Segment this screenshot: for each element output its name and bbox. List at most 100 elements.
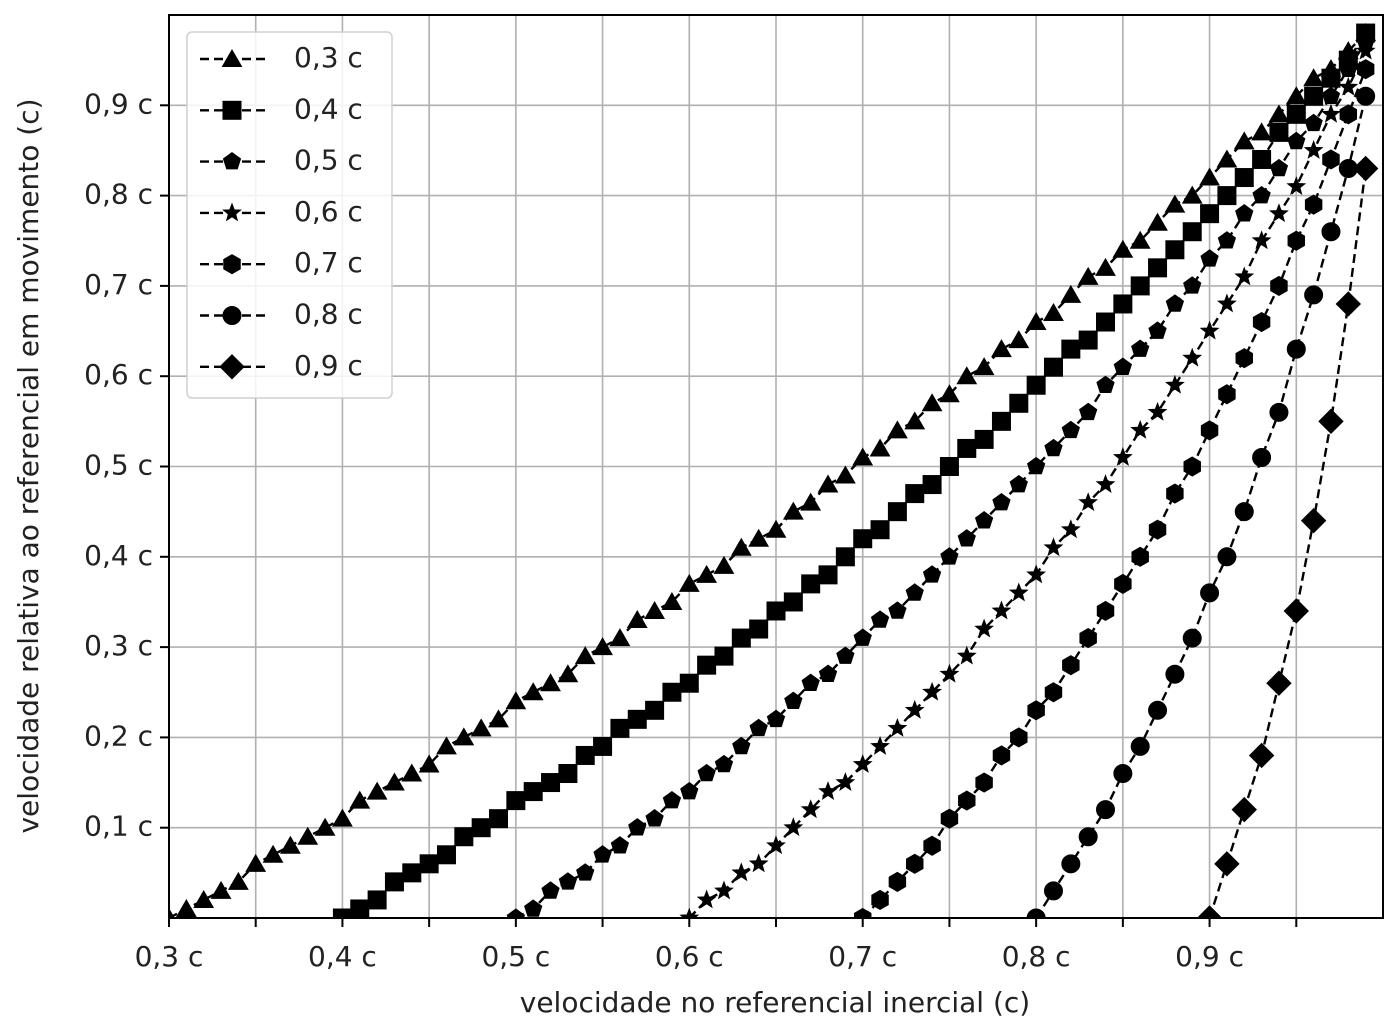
marker [1079,627,1097,649]
marker [1027,700,1045,721]
marker [1234,502,1254,522]
marker [904,411,926,430]
marker [1009,393,1029,413]
marker [696,889,717,909]
marker [714,880,734,900]
y-tick-label: 0,8 c [84,178,153,211]
marker [221,49,243,67]
marker [766,709,786,728]
marker [1026,456,1046,475]
marker [1304,86,1324,106]
x-tick-label: 0,8 c [1002,940,1071,973]
marker [870,610,890,628]
marker [1183,276,1202,294]
marker [454,827,474,847]
marker [800,799,821,819]
y-tick-label: 0,7 c [84,268,153,301]
marker [1182,628,1202,648]
marker [1300,507,1327,534]
marker [679,673,699,693]
marker [1199,320,1220,340]
marker [1304,113,1323,132]
marker [904,699,925,719]
marker [869,438,891,457]
marker [1026,908,1046,918]
marker [887,420,908,439]
marker [436,736,457,755]
marker [1148,700,1168,720]
marker [853,529,873,549]
marker [222,202,242,222]
marker [1043,537,1064,557]
marker [1355,40,1376,60]
marker [1061,339,1081,359]
marker [1200,420,1219,441]
marker [1214,851,1240,877]
marker [557,664,579,683]
marker [1026,564,1047,584]
marker [523,782,543,802]
marker [922,681,943,701]
marker [576,863,595,881]
marker [766,601,786,621]
x-tick-label: 0,3 c [135,940,204,973]
x-axis-label: velocidade no referencial inercial (c) [520,986,1030,1019]
marker [1287,131,1306,150]
marker [1166,483,1184,504]
marker [939,457,959,476]
marker [974,511,994,529]
marker [558,764,578,784]
marker [402,863,422,883]
marker [1321,86,1341,105]
marker [1061,420,1080,439]
marker [1286,104,1306,124]
legend-label: 0,8 c [294,298,363,331]
marker [871,889,889,911]
marker [1147,401,1168,421]
marker [991,411,1011,431]
marker [488,709,509,728]
marker [1182,347,1203,367]
marker [940,547,959,565]
marker [645,809,664,827]
marker [818,565,838,585]
marker [835,772,856,791]
marker [453,727,475,746]
plot-area [169,23,1379,918]
legend: 0,3 c 0,4 c 0,5 c 0,6 c 0,7 c 0,8 c 0,9 c [186,31,393,399]
marker [1216,293,1237,313]
legend-label: 0,5 c [294,144,363,177]
marker [1251,230,1272,250]
x-tick-label: 0,7 c [828,940,897,973]
marker [1266,670,1292,696]
marker [262,844,284,863]
marker [782,501,804,520]
marker [801,673,820,691]
marker [1148,321,1167,339]
marker [697,763,716,782]
marker [1303,68,1325,87]
marker [1079,402,1098,421]
marker [1352,155,1379,182]
marker [1322,149,1340,170]
marker [1252,185,1271,204]
marker [1164,194,1186,213]
marker [801,574,821,594]
marker [593,845,612,863]
marker [991,600,1012,620]
marker [1148,519,1167,540]
marker [1009,474,1028,493]
marker [1233,131,1255,150]
marker [626,610,648,629]
marker [1096,312,1116,332]
marker [1270,275,1288,296]
marker [384,772,405,791]
marker [661,591,683,610]
marker [975,772,993,793]
marker [505,691,527,710]
marker [1286,176,1307,195]
marker [1200,249,1219,267]
marker [1269,158,1289,177]
marker [922,475,942,495]
marker [1165,664,1185,684]
